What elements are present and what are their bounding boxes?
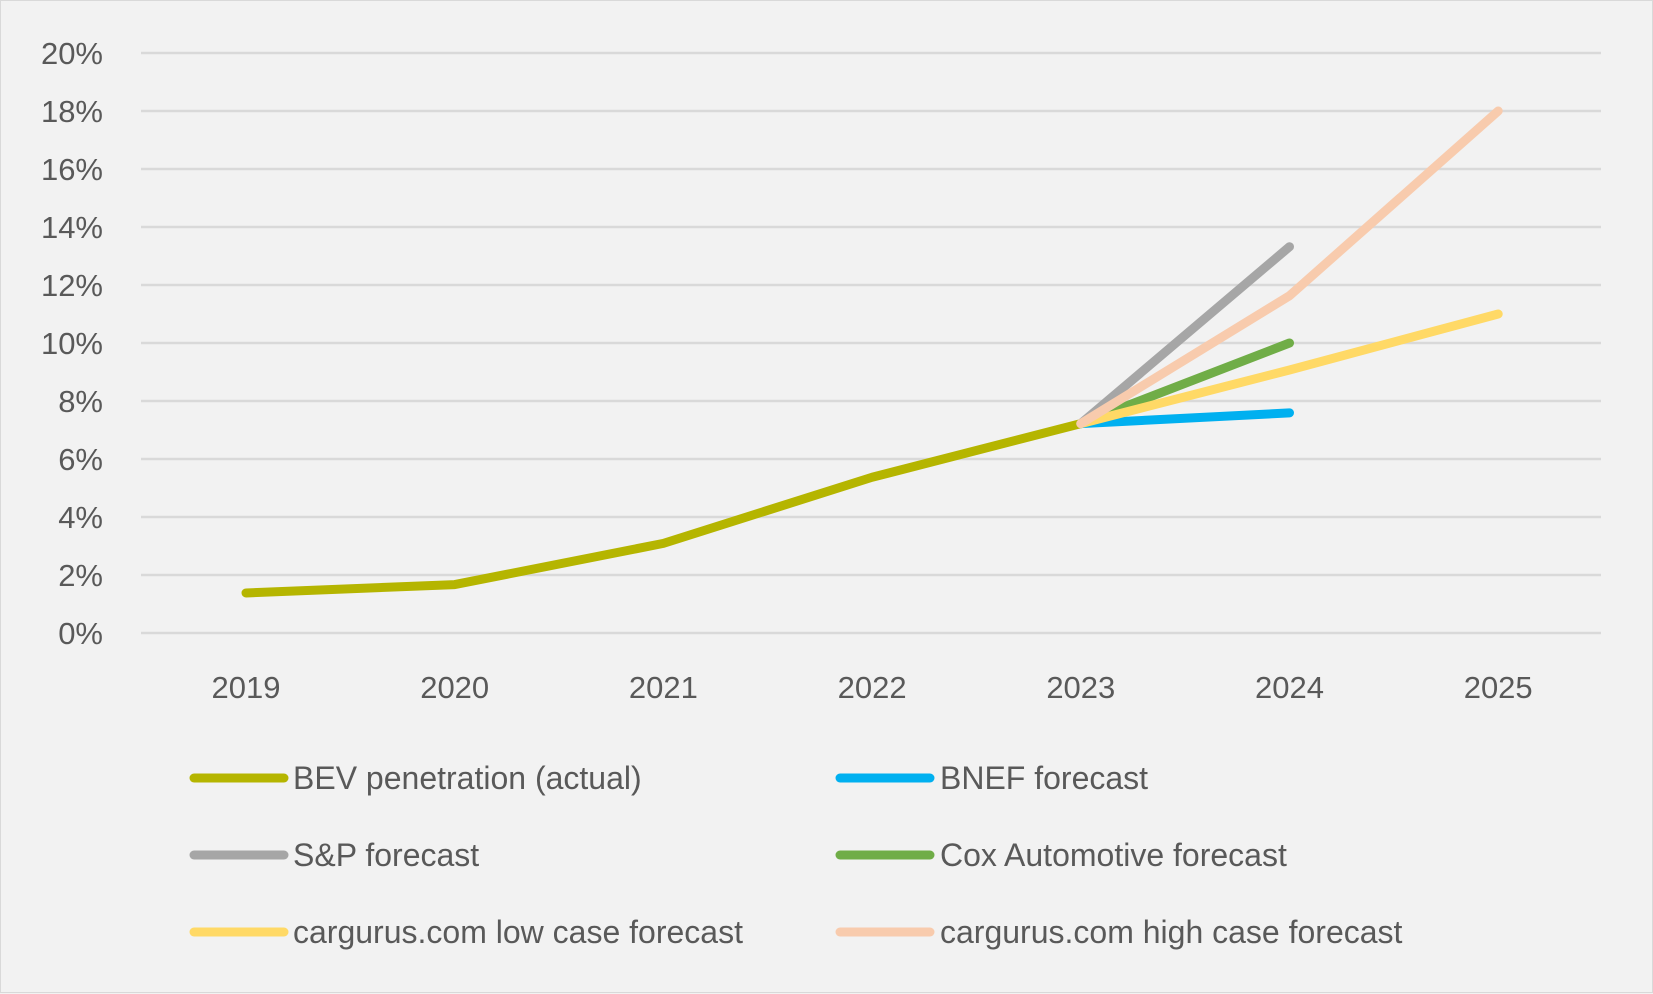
legend-label: S&P forecast [293, 837, 479, 873]
x-tick-label: 2025 [1464, 670, 1533, 705]
x-tick-label: 2022 [838, 670, 907, 705]
y-tick-label: 12% [41, 268, 103, 303]
legend-label: BEV penetration (actual) [293, 760, 642, 796]
y-tick-label: 14% [41, 210, 103, 245]
series-line-3 [1076, 242, 1294, 429]
y-tick-label: 6% [58, 442, 103, 477]
x-tick-label: 2024 [1255, 670, 1324, 705]
series-line-2 [1076, 408, 1294, 429]
legend-label: Cox Automotive forecast [940, 837, 1287, 873]
legend-label: cargurus.com low case forecast [293, 914, 743, 950]
x-tick-label: 2023 [1046, 670, 1115, 705]
y-tick-label: 18% [41, 94, 103, 129]
legend-label: BNEF forecast [940, 760, 1148, 796]
y-tick-label: 16% [41, 152, 103, 187]
y-tick-label: 20% [41, 36, 103, 71]
y-tick-label: 8% [58, 384, 103, 419]
legend-label: cargurus.com high case forecast [940, 914, 1403, 950]
series-line-1 [241, 419, 1086, 598]
x-tick-label: 2021 [629, 670, 698, 705]
series-line-6 [1076, 106, 1503, 429]
y-tick-label: 10% [41, 326, 103, 361]
y-tick-label: 2% [58, 558, 103, 593]
y-tick-label: 4% [58, 500, 103, 535]
series-line-5 [1076, 309, 1503, 429]
x-tick-label: 2020 [420, 670, 489, 705]
x-tick-label: 2019 [212, 670, 281, 705]
y-tick-label: 0% [58, 616, 103, 651]
